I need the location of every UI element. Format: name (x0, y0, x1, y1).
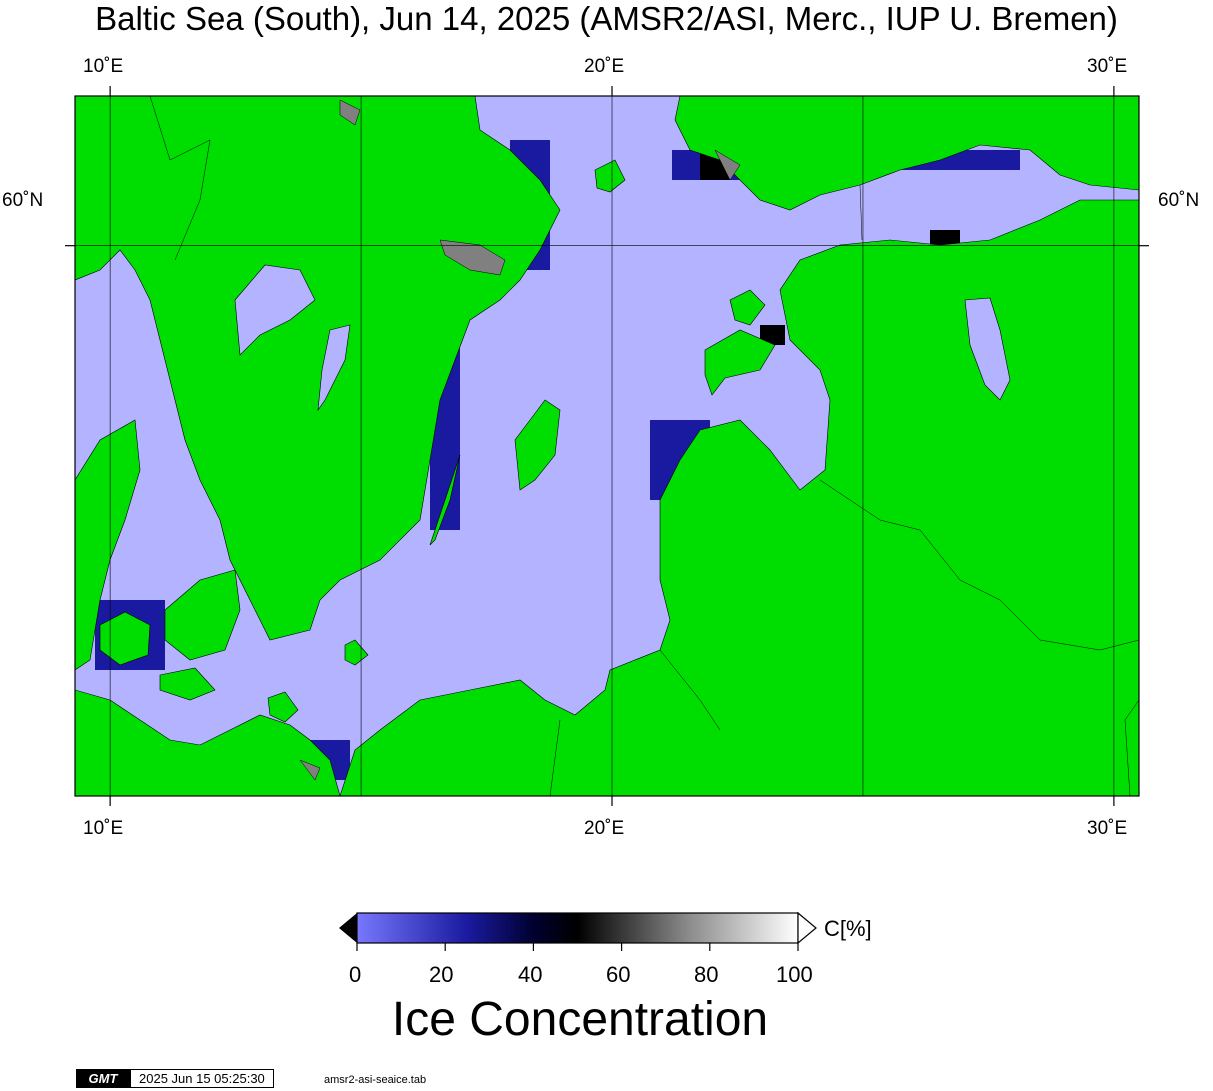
bottom-tick-30e: 30˚E (1087, 818, 1128, 839)
masked-areas (299, 99, 741, 781)
land-zealand (164, 569, 241, 661)
lake-vanern (234, 264, 316, 356)
colorbar-tick-40: 40 (518, 962, 543, 987)
land-rugen (267, 691, 299, 723)
bottom-tick-10e: 10˚E (83, 818, 124, 839)
land-gotland (514, 399, 561, 491)
colorbar-unit: C[%] (824, 916, 872, 941)
land-saaremaa (704, 329, 776, 396)
colorbar (339, 911, 817, 951)
map-frame (74, 95, 1140, 797)
land-funen (99, 611, 151, 666)
lake-peipus (964, 297, 1011, 401)
map-title: Baltic Sea (South), Jun 14, 2025 (AMSR2/… (95, 0, 1118, 37)
land-bornholm (344, 639, 369, 666)
bottom-tick-20e: 20˚E (584, 818, 625, 839)
colorbar-high-arrow (797, 911, 817, 945)
colorbar-tick-80: 80 (694, 962, 719, 987)
land-baltic-states (339, 199, 1139, 796)
land-lolland (159, 667, 216, 701)
right-tick-60n: 60˚N (1158, 190, 1200, 211)
borders (149, 96, 1139, 796)
colorbar-tick-100: 100 (776, 962, 813, 987)
land-hiiumaa (729, 289, 766, 326)
gmt-logo: GMT (76, 1069, 130, 1088)
colorbar-tick-0: 0 (349, 962, 362, 987)
graticule (75, 96, 1139, 796)
colorbar-gradient (356, 912, 799, 944)
timestamp: 2025 Jun 15 05:25:30 (130, 1069, 274, 1088)
lake-vattern (317, 324, 351, 412)
top-tick-20e: 20˚E (584, 56, 625, 77)
land-germany (75, 689, 341, 796)
land-scandinavia (75, 96, 561, 641)
colorbar-tick-60: 60 (606, 962, 631, 987)
left-tick-60n: 60˚N (2, 190, 44, 211)
land-aland (594, 159, 626, 193)
land-finland (674, 96, 1139, 211)
command-label: amsr2-asi-seaice.tab (324, 1074, 427, 1086)
axis-ticks (65, 86, 1149, 806)
colorbar-tick-20: 20 (429, 962, 454, 987)
top-tick-10e: 10˚E (83, 56, 124, 77)
colorbar-low-arrow (339, 913, 357, 943)
land-oland (429, 454, 461, 546)
top-tick-30e: 30˚E (1087, 56, 1128, 77)
land-jutland (75, 419, 141, 671)
colorbar-title: Ice Concentration (391, 993, 769, 1046)
